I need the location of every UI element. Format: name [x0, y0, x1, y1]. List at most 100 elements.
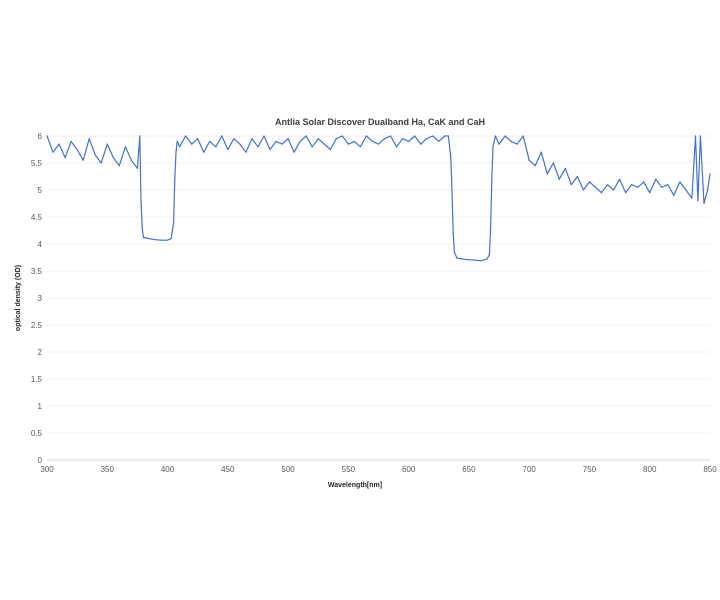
data-point	[637, 186, 639, 188]
data-point	[245, 151, 247, 153]
data-point	[154, 239, 157, 241]
x-tick-label: 800	[643, 465, 657, 474]
data-point	[251, 138, 253, 140]
data-point	[139, 135, 141, 137]
data-point	[170, 238, 172, 240]
data-point	[655, 178, 657, 180]
data-point	[679, 181, 681, 183]
data-point	[58, 143, 60, 145]
y-tick-labels: 0 0.5 1 1.5 2 2.5 3 3.5 4 4.5 5 5.5 6	[31, 132, 43, 465]
data-point	[52, 151, 54, 153]
y-tick-label: 1	[38, 402, 43, 411]
x-axis-title: Wavelength[nm]	[328, 482, 382, 489]
data-point	[540, 151, 542, 153]
data-point	[558, 178, 560, 180]
x-tick-label: 850	[703, 465, 717, 474]
x-tick-label: 300	[40, 465, 54, 474]
data-point	[490, 227, 492, 229]
y-tick-label: 3.5	[31, 267, 43, 276]
data-point	[383, 138, 386, 140]
data-point	[396, 146, 398, 148]
data-point	[299, 140, 301, 142]
data-point	[335, 138, 337, 140]
data-point	[685, 189, 687, 191]
data-point	[504, 135, 506, 137]
data-point	[377, 143, 380, 145]
data-point	[564, 167, 566, 169]
y-tick-label: 1.5	[31, 375, 43, 384]
data-point	[221, 135, 223, 137]
data-points	[46, 135, 711, 262]
data-point	[606, 184, 609, 186]
data-point	[390, 135, 392, 137]
data-point	[432, 135, 434, 137]
data-point	[209, 140, 211, 142]
data-point	[468, 259, 470, 261]
y-tick-label: 4	[38, 240, 43, 249]
data-point	[408, 140, 410, 142]
data-point	[136, 167, 138, 169]
data-point	[474, 259, 476, 261]
data-point	[175, 151, 177, 153]
y-tick-label: 2	[38, 348, 43, 357]
data-point	[269, 148, 271, 151]
data-point	[426, 138, 428, 140]
data-point	[494, 135, 496, 137]
data-point	[414, 135, 416, 137]
data-point	[106, 143, 108, 145]
data-point	[450, 157, 452, 159]
data-point	[528, 159, 530, 161]
data-point	[191, 143, 193, 145]
data-point	[94, 154, 96, 156]
data-point	[673, 194, 675, 196]
data-point	[341, 135, 343, 137]
data-point	[462, 258, 464, 260]
data-point	[613, 189, 615, 191]
grid-layer	[47, 135, 710, 434]
data-point	[709, 173, 711, 175]
y-tick-label: 4.5	[31, 213, 43, 222]
data-point	[124, 146, 126, 148]
data-point	[185, 135, 187, 137]
y-tick-label: 2.5	[31, 321, 43, 330]
data-point	[142, 236, 144, 239]
data-point	[576, 175, 579, 178]
x-tick-label: 450	[221, 465, 235, 474]
data-point	[546, 173, 548, 175]
data-point	[329, 148, 331, 151]
data-point	[453, 251, 455, 253]
data-point	[215, 146, 217, 148]
data-point	[588, 181, 591, 183]
data-point	[317, 138, 319, 140]
data-point	[64, 157, 66, 159]
data-point	[46, 135, 48, 137]
chart-title: Antlia Solar Discover Dualband Ha, CaK a…	[275, 117, 485, 127]
data-point	[130, 159, 132, 161]
data-point	[643, 181, 645, 183]
data-point	[694, 135, 697, 137]
data-point	[534, 165, 536, 167]
data-point	[88, 138, 90, 140]
data-point	[70, 140, 72, 142]
data-point	[281, 143, 283, 145]
data-point	[444, 135, 446, 137]
data-point	[287, 138, 289, 140]
optical-density-series-line	[46, 135, 711, 262]
data-point	[176, 140, 178, 142]
data-point	[516, 143, 518, 145]
data-point	[703, 202, 705, 205]
data-point	[697, 200, 699, 202]
data-point	[402, 138, 404, 140]
data-point	[174, 178, 176, 180]
data-point	[203, 151, 205, 153]
data-point	[371, 140, 374, 142]
data-point	[160, 239, 163, 241]
x-tick-label: 550	[342, 465, 356, 474]
data-point	[173, 221, 175, 223]
y-tick-label: 0	[38, 456, 43, 465]
x-tick-label: 750	[583, 465, 597, 474]
data-point	[179, 146, 181, 148]
data-point	[166, 239, 169, 241]
data-point	[451, 189, 453, 191]
data-point	[323, 143, 325, 145]
